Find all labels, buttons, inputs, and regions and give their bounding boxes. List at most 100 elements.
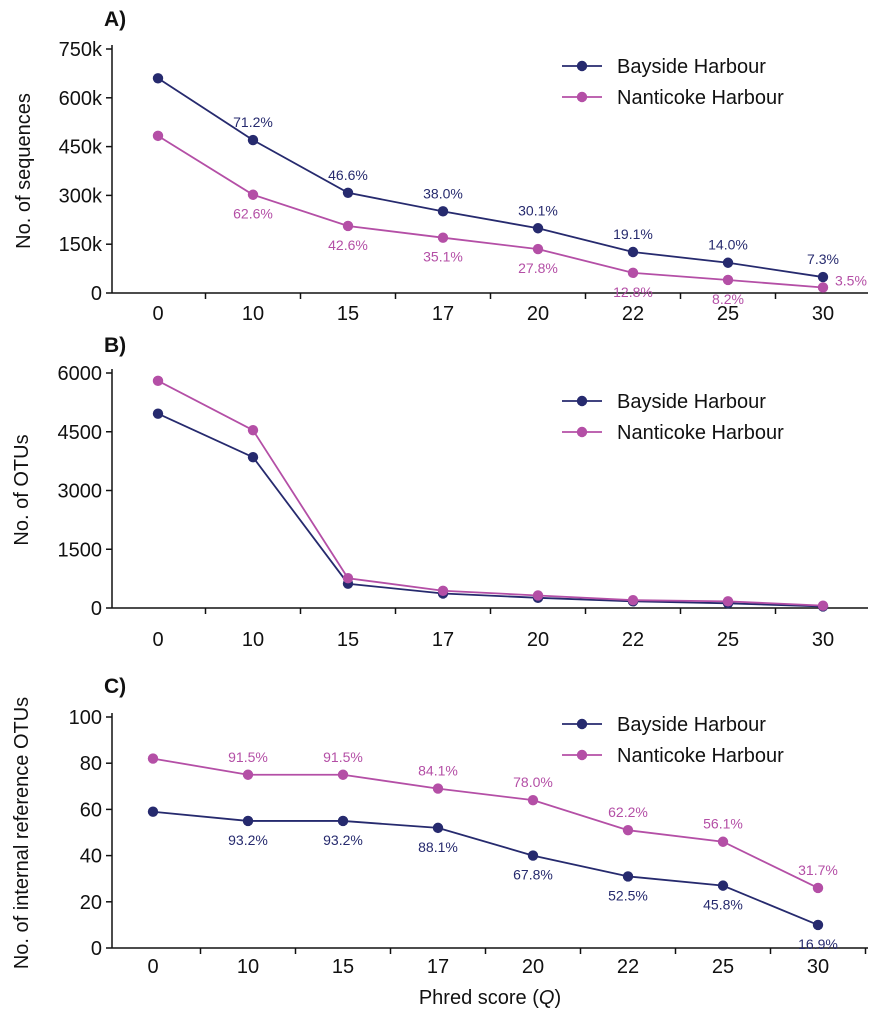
series-line [157, 135, 824, 289]
data-label: 71.2% [233, 114, 273, 130]
data-point [437, 206, 449, 217]
data-point [532, 223, 544, 234]
x-tick-label: 17 [432, 303, 454, 325]
series-line [157, 380, 824, 607]
legend-marker [576, 749, 588, 761]
data-label: 27.8% [518, 260, 558, 276]
data-label: 91.5% [323, 749, 363, 765]
y-tick-label: 300k [59, 185, 103, 207]
data-point [722, 596, 734, 607]
legend-label: Nanticoke Harbour [617, 422, 784, 444]
y-axis-label: No. of OTUs [11, 434, 33, 545]
x-tick-label: 30 [807, 956, 829, 978]
data-point [532, 243, 544, 255]
series-line [152, 810, 819, 926]
series-line [157, 412, 824, 608]
data-label: 45.8% [703, 897, 743, 913]
legend-label: Nanticoke Harbour [617, 87, 784, 109]
y-tick-label: 60 [80, 799, 102, 821]
x-tick-label: 0 [152, 303, 163, 325]
legend-marker [576, 718, 588, 730]
data-label: 31.7% [798, 862, 838, 878]
x-tick-label: 20 [522, 956, 544, 978]
data-point [147, 806, 159, 817]
series-line [157, 77, 824, 278]
data-label: 91.5% [228, 749, 268, 765]
data-point [152, 375, 164, 387]
data-point [717, 836, 729, 847]
data-label: 12.8% [613, 284, 653, 300]
data-point [622, 871, 634, 882]
data-point [337, 815, 349, 827]
legend-entry: Bayside Harbour [562, 391, 766, 413]
legend-label: Nanticoke Harbour [617, 745, 784, 767]
panel-1: A) 0 150k 300k 450k 600k 750k 0 10 15 17 20 22 25 30 No… [13, 8, 868, 325]
legend-marker [576, 426, 588, 438]
y-tick-label: 4500 [58, 422, 103, 444]
panel-label: B) [104, 334, 126, 357]
data-point [247, 424, 259, 436]
x-tick-label: 20 [527, 629, 549, 651]
data-point [247, 189, 259, 200]
legend-marker [576, 395, 588, 407]
data-label: 84.1% [418, 763, 458, 779]
data-point [717, 880, 729, 891]
x-tick-label: 22 [622, 629, 644, 651]
y-tick-label: 20 [80, 892, 102, 914]
data-label: 14.0% [708, 237, 748, 253]
y-tick-label: 6000 [58, 363, 103, 385]
legend-entry: Nanticoke Harbour [562, 87, 784, 109]
y-tick-label: 0 [91, 598, 102, 620]
data-label: 88.1% [418, 839, 458, 855]
data-label: 16.9% [798, 936, 838, 952]
data-point [432, 783, 444, 794]
x-axis-label: Phred score (Q) [419, 987, 561, 1009]
data-label: 38.0% [423, 185, 463, 201]
x-tick-label: 25 [717, 303, 739, 325]
data-point [147, 753, 159, 764]
panel-3: C) 0 20 40 60 80 100 0 10 15 17 20 22 25 30 No. of inte… [11, 675, 868, 1009]
series-bayside-harbour: 93.2% 93.2% 88.1% 67.8% 52.5% 45.8% 16.9% [147, 806, 838, 952]
y-tick-label: 450k [59, 137, 103, 159]
y-tick-label: 100 [69, 707, 102, 729]
data-point [152, 408, 164, 419]
x-tick-label: 10 [237, 956, 259, 978]
legend-marker [576, 60, 588, 72]
x-tick-label: 0 [152, 629, 163, 651]
x-tick-label: 30 [812, 629, 834, 651]
data-point [622, 824, 634, 836]
data-point [242, 769, 254, 780]
data-point [342, 220, 354, 232]
data-point [812, 919, 824, 931]
data-label: 56.1% [703, 816, 743, 832]
data-label: 35.1% [423, 249, 463, 265]
legend-marker [576, 91, 588, 103]
data-point [437, 232, 449, 243]
data-point [247, 134, 259, 146]
y-axis-label: No. of sequences [13, 93, 35, 249]
data-label: 8.2% [712, 291, 744, 307]
x-tick-label: 10 [242, 303, 264, 325]
y-tick-label: 750k [59, 39, 103, 61]
series-nanticoke-harbour: 62.6% 42.6% 35.1% 27.8% 12.8% 8.2% 3.5% [152, 130, 867, 307]
data-label: 3.5% [835, 272, 867, 288]
panel-label: C) [104, 675, 126, 698]
data-point [627, 594, 639, 606]
x-tick-label: 10 [242, 629, 264, 651]
y-tick-label: 40 [80, 846, 102, 868]
data-point [817, 600, 829, 611]
data-point [812, 882, 824, 894]
data-label: 67.8% [513, 867, 553, 883]
legend-label: Bayside Harbour [617, 56, 766, 78]
data-label: 93.2% [323, 832, 363, 848]
data-label: 62.6% [233, 206, 273, 222]
data-label: 52.5% [608, 887, 648, 903]
data-point [152, 73, 164, 84]
legend-entry: Nanticoke Harbour [562, 422, 784, 444]
y-tick-label: 0 [91, 283, 102, 305]
panel-label: A) [104, 8, 126, 31]
legend-entry: Bayside Harbour [562, 714, 766, 736]
x-tick-label: 15 [337, 629, 359, 651]
data-point [527, 794, 539, 806]
data-point [152, 130, 164, 142]
